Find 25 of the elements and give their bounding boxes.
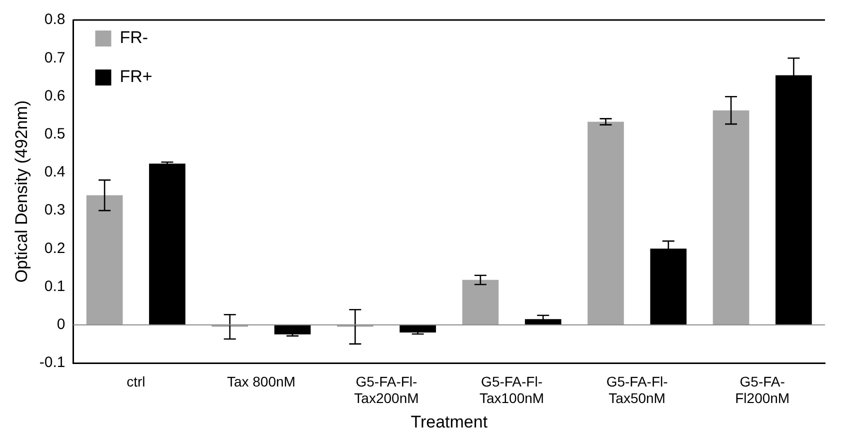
y-tick-label: 0.5: [44, 125, 66, 142]
x-tick-label: G5-FA-Fl- Tax50nM: [606, 373, 668, 406]
x-tick-label: G5-FA-Fl- Tax100nM: [479, 373, 544, 406]
y-axis-title: Optical Density (492nm): [12, 100, 31, 283]
bar: [712, 110, 750, 325]
bar: [86, 195, 123, 325]
bar: [462, 280, 499, 325]
y-tick-label: -0.1: [39, 354, 66, 372]
y-tick-label: 0.1: [44, 278, 66, 295]
y-tick-label: 0.8: [44, 11, 66, 28]
x-axis-title: Treatment: [410, 412, 488, 432]
legend-label: FR+: [120, 67, 152, 86]
bar: [588, 122, 624, 325]
bar: [149, 164, 186, 325]
x-tick-label: Tax 800nM: [226, 373, 296, 390]
y-tick-label: 0.3: [44, 202, 66, 219]
x-tick-label: G5-FA- Fl200nM: [735, 373, 790, 406]
legend-label: FR-: [120, 28, 148, 48]
y-tick-label: 0: [56, 316, 66, 334]
y-tick-label: 0.2: [44, 240, 66, 257]
y-tick-label: 0.6: [44, 87, 66, 104]
x-tick-label: G5-FA-Fl- Tax200nM: [354, 373, 419, 406]
y-tick-label: 0.7: [44, 49, 66, 66]
x-tick-label: ctrl: [126, 373, 146, 390]
y-tick-label: 0.4: [44, 164, 66, 181]
